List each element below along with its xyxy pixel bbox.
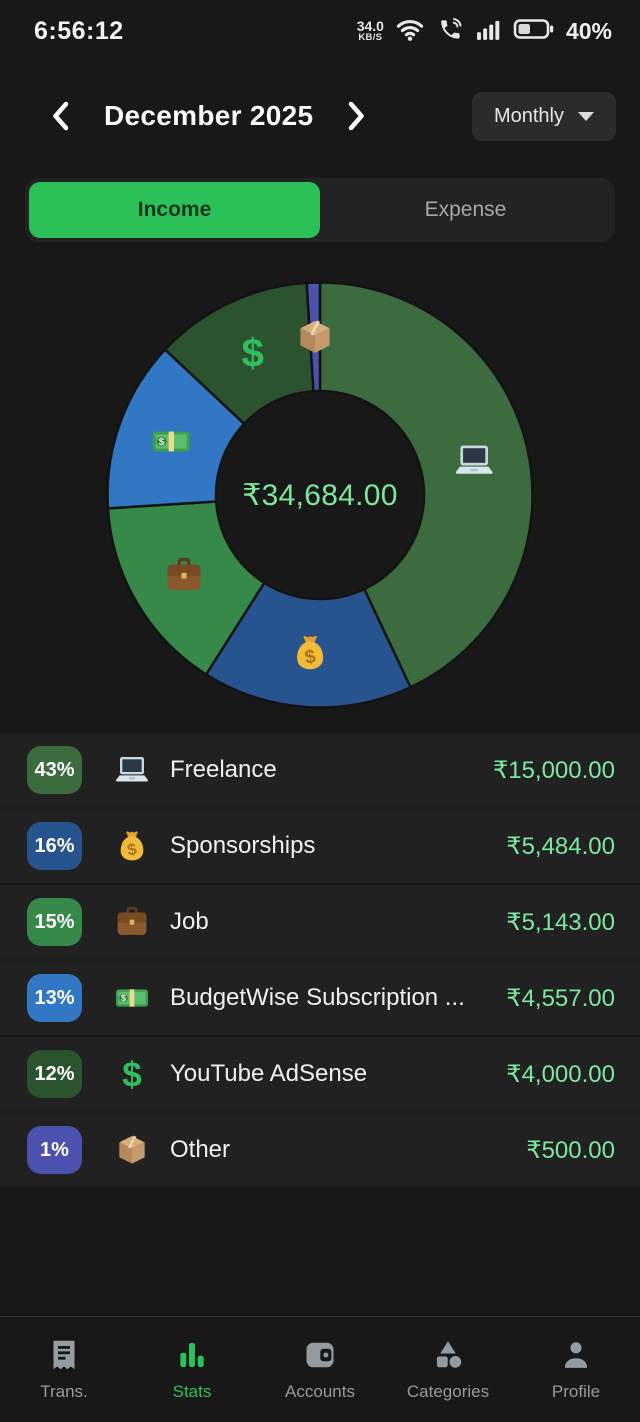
category-label: Sponsorships bbox=[170, 832, 316, 859]
category-label: Job bbox=[170, 908, 209, 935]
svg-text:$: $ bbox=[122, 1056, 141, 1095]
period-title: December 2025 bbox=[104, 100, 314, 131]
person-icon bbox=[564, 1342, 588, 1368]
category-label: Freelance bbox=[170, 756, 277, 783]
dollar-icon: $ bbox=[242, 330, 264, 375]
chevron-right-icon bbox=[349, 101, 365, 131]
legend-row-youtube-adsense[interactable]: 12% $ YouTube AdSense ₹4,000.00 bbox=[0, 1037, 640, 1111]
donut-slice-freelance[interactable] bbox=[318, 281, 534, 689]
network-speed-unit: KB/S bbox=[358, 32, 383, 44]
nav-item-categories[interactable]: Categories bbox=[384, 1337, 512, 1402]
svg-text:$: $ bbox=[159, 436, 165, 448]
laptop-icon bbox=[116, 757, 148, 782]
category-label: Other bbox=[170, 1136, 231, 1163]
briefcase-icon bbox=[117, 906, 147, 935]
nav-item-stats[interactable]: Stats bbox=[128, 1337, 256, 1402]
period-selector-label: Monthly bbox=[493, 104, 564, 127]
category-amount: ₹5,484.00 bbox=[506, 832, 615, 860]
next-month-button[interactable] bbox=[339, 96, 375, 136]
receipt-icon bbox=[53, 1340, 75, 1370]
clock-text: 6:56:12 bbox=[34, 16, 124, 45]
tab-expense[interactable]: Expense bbox=[424, 198, 507, 221]
nav-item-profile[interactable]: Profile bbox=[512, 1337, 640, 1402]
tab-income[interactable]: Income bbox=[29, 182, 320, 238]
donut-chart-area: $ $ $ ₹34,684.00 bbox=[0, 276, 640, 728]
legend-row-sponsorships[interactable]: 16% $ Sponsorships ₹5,484.00 bbox=[0, 809, 640, 883]
status-bar: 6:56:12 34.0 KB/S bbox=[0, 0, 640, 56]
money-bag-icon: $ bbox=[297, 636, 324, 670]
legend-row-freelance[interactable]: 43% Freelance ₹15,000.00 bbox=[0, 733, 640, 807]
svg-text:$: $ bbox=[303, 646, 317, 669]
category-label: YouTube AdSense bbox=[170, 1060, 368, 1087]
signal-strength-icon bbox=[475, 17, 502, 46]
donut-slice-budgetwise-subscription[interactable] bbox=[106, 348, 246, 510]
previous-month-button[interactable] bbox=[42, 96, 78, 136]
laptop-icon bbox=[455, 445, 493, 474]
money-bag-icon: $ bbox=[120, 831, 144, 861]
nav-item-transactions[interactable]: Trans. bbox=[0, 1337, 128, 1402]
category-amount: ₹5,143.00 bbox=[506, 908, 615, 936]
caret-down-icon bbox=[578, 111, 594, 121]
percent-badge: 13% bbox=[27, 974, 82, 1022]
banknote-icon: $ bbox=[116, 989, 148, 1007]
bar-chart-icon bbox=[180, 1343, 204, 1367]
wallet-icon bbox=[306, 1342, 334, 1368]
legend-row-other[interactable]: 1% Other ₹500.00 bbox=[0, 1113, 640, 1187]
percent-badge: 16% bbox=[27, 822, 82, 870]
package-icon bbox=[300, 320, 330, 353]
wifi-icon bbox=[395, 16, 425, 47]
wifi-calling-icon bbox=[436, 16, 464, 47]
donut-chart: $ $ $ bbox=[106, 281, 534, 709]
category-amount: ₹500.00 bbox=[526, 1136, 615, 1164]
network-speed: 34.0 KB/S bbox=[357, 19, 384, 43]
percent-badge: 1% bbox=[27, 1126, 82, 1174]
bottom-nav: Trans. Stats Accounts Cate bbox=[0, 1316, 640, 1422]
period-nav: December 2025 Monthly bbox=[0, 88, 640, 144]
donut-center-total: ₹34,684.00 bbox=[242, 479, 398, 512]
nav-item-accounts[interactable]: Accounts bbox=[256, 1337, 384, 1402]
svg-text:$: $ bbox=[121, 993, 126, 1003]
category-legend: 43% Freelance ₹15,000.00 16% $ Sponsorsh… bbox=[0, 733, 640, 1187]
svg-text:$: $ bbox=[126, 839, 139, 859]
briefcase-icon bbox=[167, 557, 201, 591]
chevron-left-icon bbox=[53, 101, 69, 131]
percent-badge: 15% bbox=[27, 898, 82, 946]
categories-icon bbox=[436, 1341, 462, 1368]
banknote-icon: $ bbox=[152, 431, 190, 452]
percent-badge: 43% bbox=[27, 746, 82, 794]
network-speed-value: 34.0 bbox=[356, 18, 384, 35]
income-expense-toggle: Income Expense bbox=[25, 178, 615, 242]
legend-row-budgetwise-subscription[interactable]: 13% $ BudgetWise Subscription ... ₹4,557… bbox=[0, 961, 640, 1035]
package-icon bbox=[119, 1135, 145, 1164]
category-amount: ₹4,557.00 bbox=[506, 984, 615, 1012]
category-amount: ₹15,000.00 bbox=[492, 756, 615, 784]
percent-badge: 12% bbox=[27, 1050, 82, 1098]
legend-row-job[interactable]: 15% Job ₹5,143.00 bbox=[0, 885, 640, 959]
period-selector-dropdown[interactable]: Monthly bbox=[471, 91, 616, 141]
battery-icon bbox=[513, 17, 555, 46]
battery-percent-text: 40% bbox=[565, 17, 612, 44]
category-label: BudgetWise Subscription ... bbox=[170, 984, 465, 1011]
category-amount: ₹4,000.00 bbox=[506, 1060, 615, 1088]
dollar-icon: $ bbox=[122, 1056, 141, 1095]
svg-text:$: $ bbox=[242, 330, 264, 375]
